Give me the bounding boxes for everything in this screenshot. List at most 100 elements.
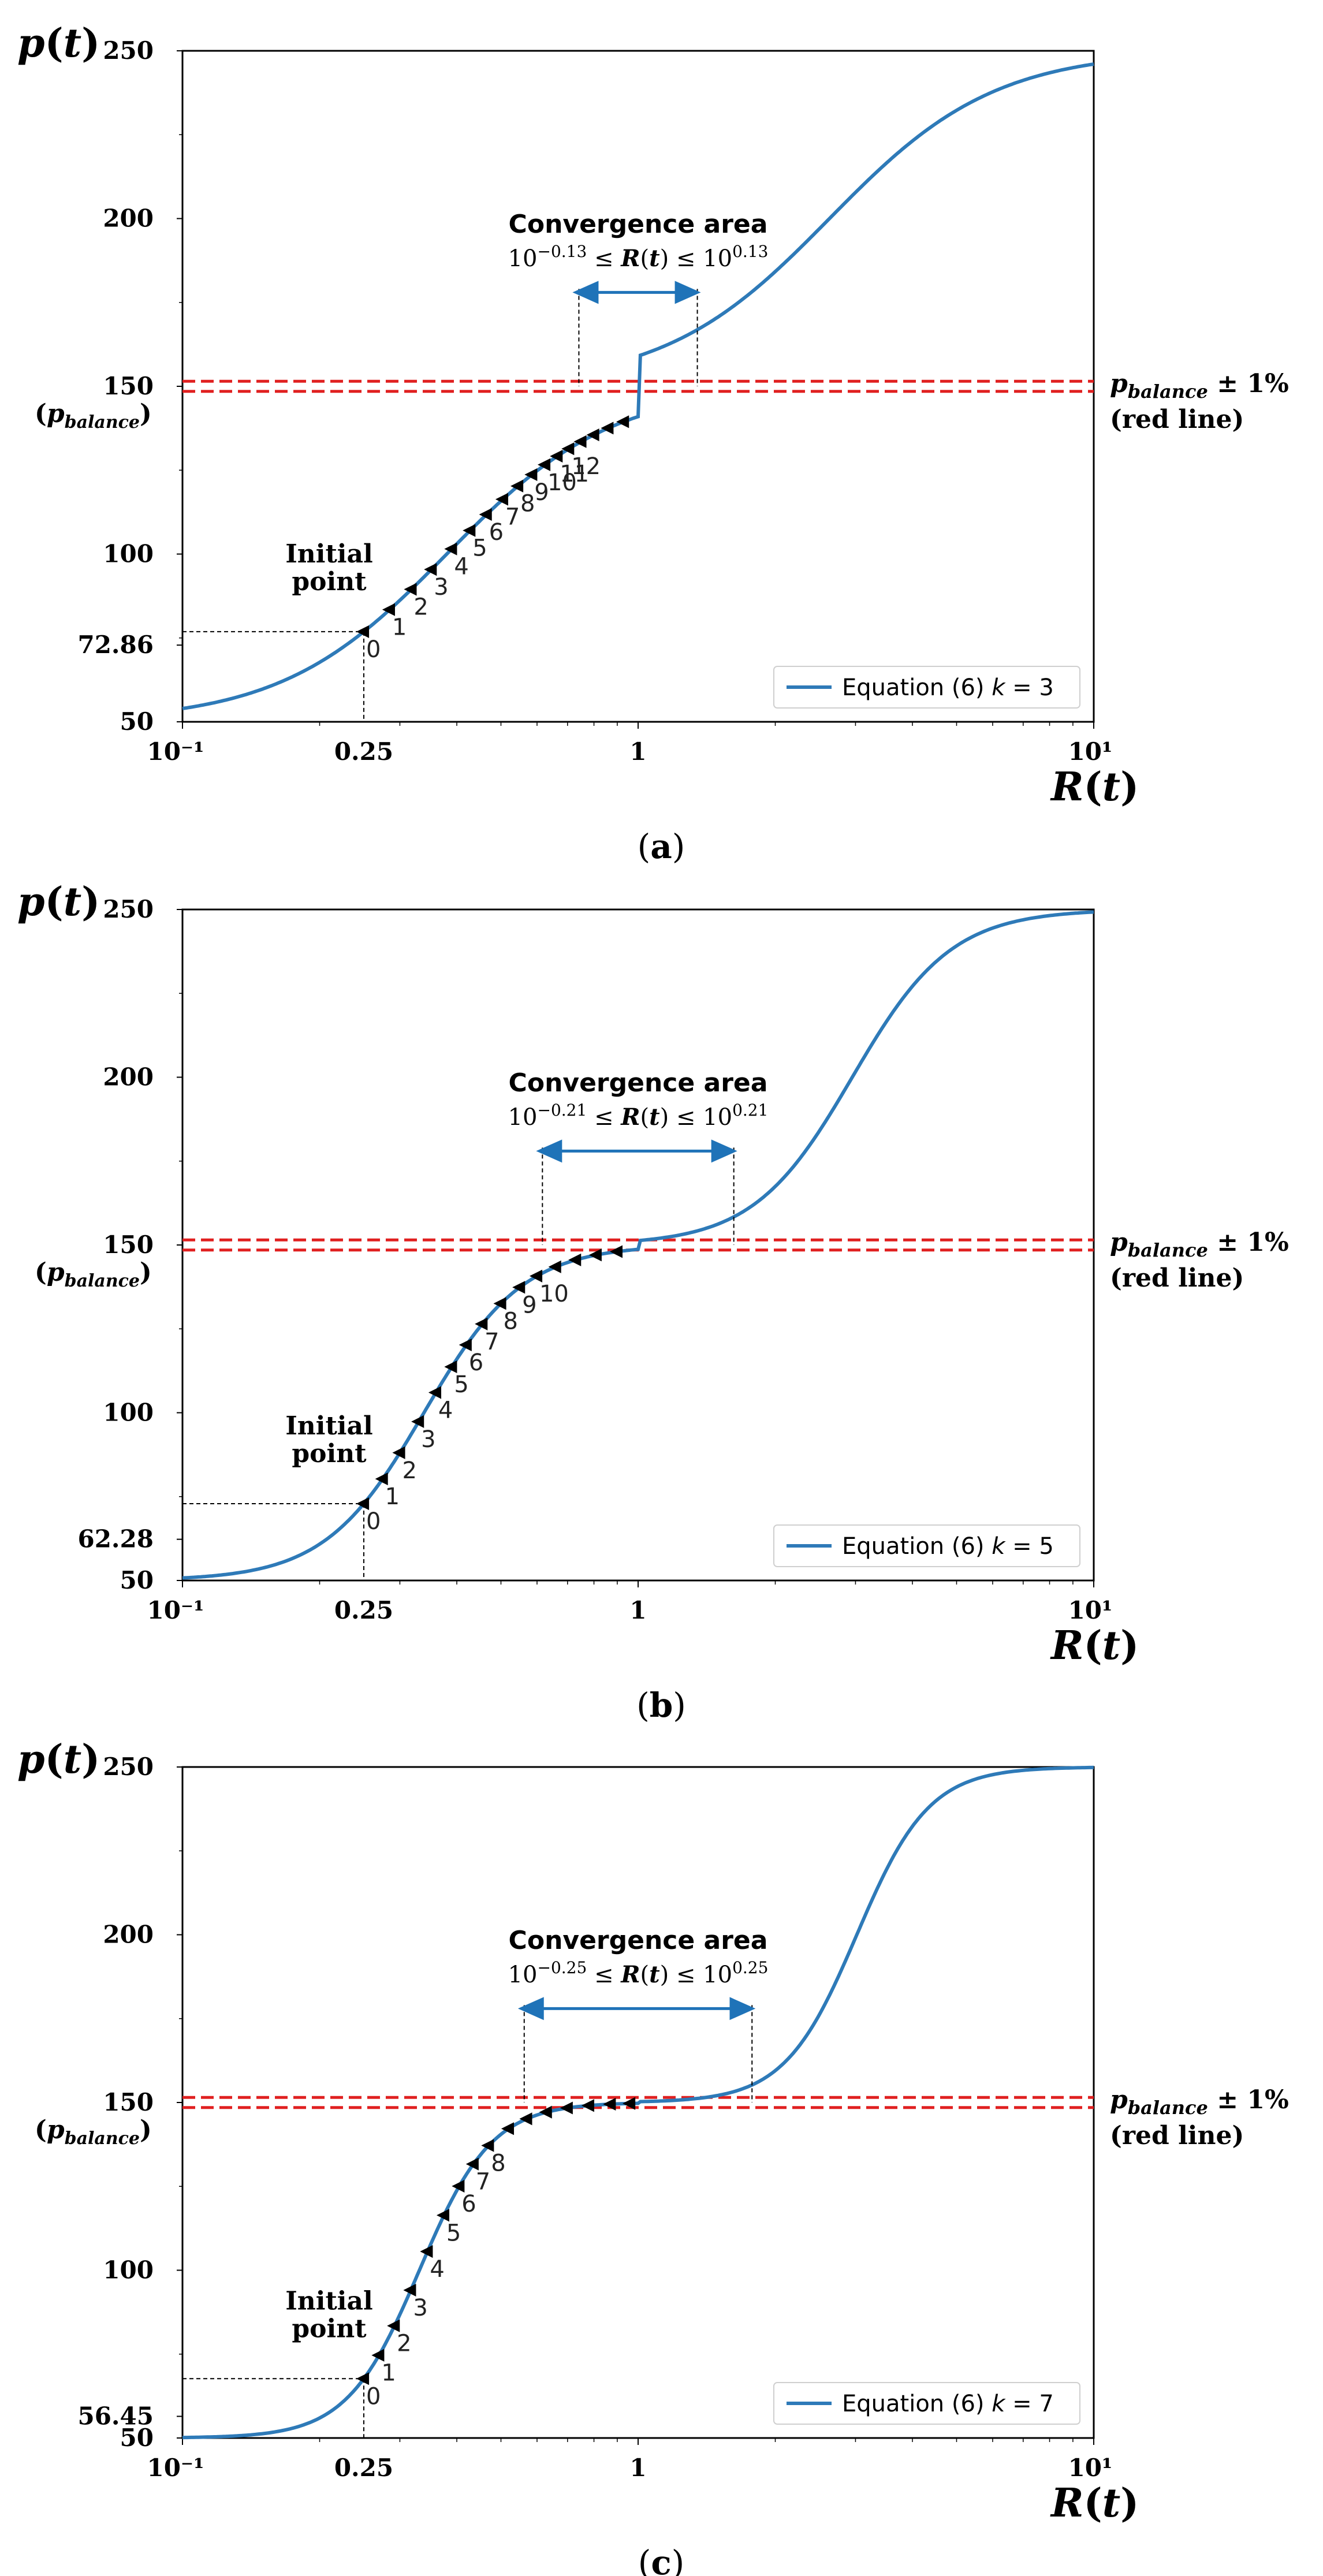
convergence-range: 10−0.13 ≤ R(t) ≤ 100.13 [508, 242, 769, 272]
equation-curve [182, 910, 1094, 1580]
red-line-label: pbalance ± 1% [1110, 369, 1289, 402]
iteration-label: 4 [430, 2256, 444, 2283]
iteration-marker [459, 1338, 472, 1352]
iteration-marker [510, 479, 524, 493]
iteration-marker [375, 1472, 388, 1486]
y-tick-label: 100 [103, 2256, 154, 2284]
iteration-label: 8 [491, 2150, 505, 2177]
iteration-label: 1 [381, 2360, 396, 2387]
iteration-label: 6 [489, 519, 504, 546]
iteration-label: 7 [485, 1329, 499, 1355]
iteration-marker [463, 524, 476, 537]
iteration-marker [481, 2139, 494, 2152]
iteration-label: 2 [402, 1457, 416, 1484]
p-balance-label: (pbalance) [35, 2115, 152, 2149]
legend-label: Equation (6) k = 7 [842, 2391, 1054, 2417]
red-line-sublabel: (red line) [1110, 2121, 1244, 2150]
iteration-label: 0 [366, 636, 381, 663]
iteration-marker [586, 428, 599, 442]
x-tick-label: 0.25 [334, 737, 393, 766]
iteration-marker [452, 2179, 465, 2193]
iteration-label: 5 [446, 2220, 461, 2246]
panel-caption: (a) [638, 827, 685, 866]
iteration-marker [501, 2122, 515, 2135]
iteration-marker [539, 2105, 552, 2119]
iteration-label: 2 [397, 2331, 411, 2357]
iteration-label: 0 [366, 1508, 381, 1535]
iteration-label: 3 [413, 2295, 427, 2321]
iteration-label: 10 [547, 469, 577, 496]
x-tick-label: 1 [629, 2454, 646, 2482]
iteration-marker [603, 2097, 616, 2111]
y-tick-label: 200 [103, 1063, 154, 1091]
iteration-marker [573, 435, 587, 448]
iteration-label: 1 [392, 614, 407, 641]
legend-box [773, 1524, 1080, 1567]
iteration-label: 3 [421, 1426, 435, 1453]
x-tick-label: 10⁻¹ [147, 737, 204, 766]
x-tick-label: 10¹ [1068, 1596, 1113, 1624]
legend-label: Equation (6) k = 3 [842, 674, 1054, 701]
iteration-marker [479, 508, 492, 521]
iteration-marker [428, 1386, 442, 1399]
iteration-marker [444, 542, 457, 556]
convergence-title: Convergence area [509, 1068, 768, 1098]
y-tick-label: 200 [103, 1921, 154, 1949]
x-axis-label: R(t) [1050, 2480, 1139, 2526]
iteration-label: 0 [366, 2383, 381, 2410]
iteration-marker [411, 1415, 424, 1428]
iteration-marker [588, 1248, 602, 1262]
iteration-marker [568, 1253, 582, 1266]
iteration-label: 7 [505, 504, 520, 531]
red-line-sublabel: (red line) [1110, 1263, 1244, 1293]
iteration-marker [581, 2099, 594, 2112]
y-tick-label: 250 [103, 36, 154, 65]
iteration-marker [465, 2157, 479, 2171]
iteration-marker [424, 563, 437, 576]
y-tick-label: 150 [103, 1231, 154, 1259]
y-tick-label: 50 [120, 707, 154, 736]
red-line-label: pbalance ± 1% [1110, 1228, 1289, 1261]
iteration-marker [382, 603, 395, 616]
legend-box [773, 2382, 1080, 2425]
iteration-label: 5 [472, 535, 487, 562]
x-tick-label: 10⁻¹ [147, 1596, 204, 1624]
p-balance-label: (pbalance) [35, 399, 152, 433]
y-tick-label: 200 [103, 204, 154, 233]
y-tick-label: 72.86 [77, 631, 154, 659]
y-tick-label: 56.45 [77, 2402, 154, 2430]
y-tick-label: 50 [120, 1566, 154, 1594]
iteration-marker [529, 1269, 543, 1283]
convergence-title: Convergence area [509, 1926, 768, 1955]
iteration-marker [616, 415, 629, 428]
iteration-marker [550, 449, 563, 463]
equation-curve [182, 62, 1094, 710]
iteration-label: 1 [385, 1483, 400, 1510]
iteration-marker [519, 2112, 532, 2126]
x-tick-label: 0.25 [334, 1596, 393, 1624]
x-tick-label: 10⁻¹ [147, 2454, 204, 2482]
iteration-marker [548, 1260, 561, 1273]
iteration-label: 9 [534, 479, 549, 506]
iteration-label: 2 [413, 594, 428, 621]
x-tick-label: 10¹ [1068, 737, 1113, 766]
y-tick-label: 150 [103, 2088, 154, 2116]
iteration-label: 12 [571, 453, 601, 480]
y-tick-label: 100 [103, 540, 154, 568]
iteration-label: 6 [469, 1349, 483, 1376]
x-tick-label: 1 [629, 1596, 646, 1624]
convergence-title: Convergence area [509, 210, 768, 239]
iteration-marker [436, 2209, 450, 2222]
iteration-marker [560, 2101, 573, 2115]
iteration-label: 4 [454, 554, 468, 580]
x-tick-label: 10¹ [1068, 2454, 1113, 2482]
x-tick-label: 1 [629, 737, 646, 766]
iteration-label: 10 [539, 1281, 569, 1307]
iteration-marker [387, 2319, 400, 2332]
y-tick-label: 100 [103, 1399, 154, 1427]
y-tick-label: 250 [103, 1753, 154, 1781]
iteration-marker [623, 2097, 636, 2110]
iteration-label: 11 [560, 461, 589, 487]
